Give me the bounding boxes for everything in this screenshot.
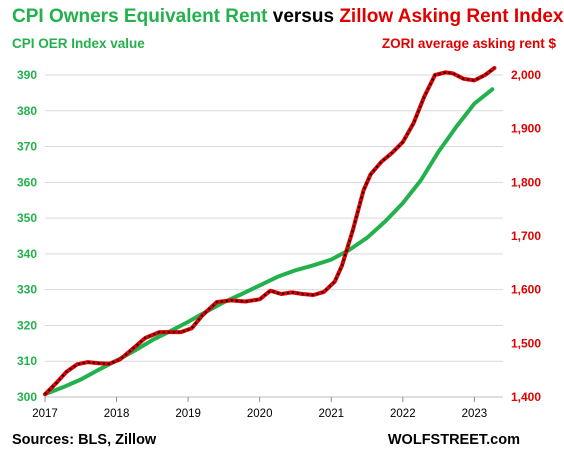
left-tick-label: 380 [17, 104, 37, 118]
series-line-zori [43, 66, 497, 397]
left-tick-label: 320 [17, 318, 37, 332]
left-tick-label: 370 [17, 140, 37, 154]
left-tick-label: 340 [17, 247, 37, 261]
right-tick-label: 1,800 [511, 175, 541, 189]
right-tick-label: 1,600 [511, 283, 541, 297]
right-axis-ticks: 1,400 1,500 1,600 1,700 1,800 1,900 2,000 [511, 68, 541, 404]
x-axis-ticks: 2017 2018 2019 2020 2021 2022 2023 [32, 396, 503, 420]
x-tick-label: 2021 [318, 408, 344, 420]
left-tick-label: 390 [17, 68, 37, 82]
x-tick-label: 2022 [390, 408, 416, 420]
left-tick-label: 310 [17, 354, 37, 368]
left-axis-ticks: 300 310 320 330 340 350 360 370 380 390 [17, 68, 37, 404]
left-tick-label: 330 [17, 283, 37, 297]
series-line-cpi-oer [43, 87, 495, 397]
gridlines [45, 74, 503, 398]
x-tick-label: 2019 [175, 408, 201, 420]
right-tick-label: 1,400 [511, 390, 541, 404]
plot-area [43, 66, 497, 397]
left-axis-label: CPI OER Index value [12, 36, 145, 51]
title-part-0: CPI Owners Equivalent Rent [12, 6, 268, 27]
x-tick-label: 2023 [462, 408, 488, 420]
left-tick-label: 350 [17, 211, 37, 225]
right-tick-label: 1,500 [511, 336, 541, 350]
watermark: WOLFSTREET.com [388, 432, 520, 448]
x-tick-label: 2018 [104, 408, 130, 420]
right-tick-label: 1,900 [511, 122, 541, 136]
x-tick-label: 2020 [247, 408, 273, 420]
right-axis-label: ZORI average asking rent $ [382, 36, 557, 51]
title-part-2: Zillow Asking Rent Index [339, 6, 564, 27]
left-tick-label: 360 [17, 175, 37, 189]
series-line-zori-dots [44, 67, 496, 396]
left-tick-label: 300 [17, 390, 37, 404]
x-tick-label: 2017 [32, 408, 58, 420]
chart-title: CPI Owners Equivalent Rent versus Zillow… [12, 6, 564, 27]
right-tick-label: 2,000 [511, 68, 541, 82]
sources-label: Sources: BLS, Zillow [12, 432, 157, 448]
title-part-1: versus [268, 6, 340, 27]
right-tick-label: 1,700 [511, 229, 541, 243]
